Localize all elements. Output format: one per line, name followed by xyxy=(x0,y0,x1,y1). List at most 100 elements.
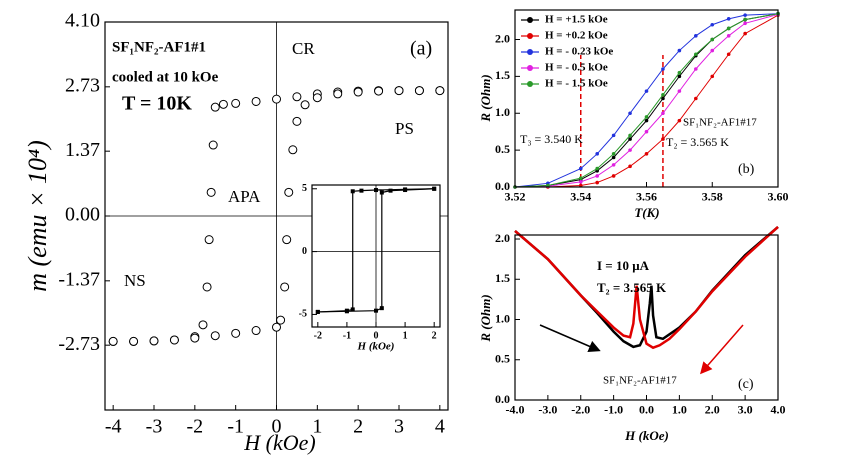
y-tick-label: 0.0 xyxy=(495,179,510,193)
data-point xyxy=(344,309,349,314)
data-point xyxy=(677,74,682,79)
data-point xyxy=(628,137,632,141)
series-line xyxy=(514,13,779,188)
data-point xyxy=(611,152,616,156)
x-tick-label: 1 xyxy=(403,330,408,341)
data-point xyxy=(350,307,355,312)
annotation: (a) xyxy=(410,38,432,60)
x-tick-label: 2 xyxy=(432,330,437,341)
data-point xyxy=(578,176,583,180)
annotation: T₂ = 3.565 K xyxy=(666,135,729,149)
x-tick-label: 3.56 xyxy=(636,190,657,204)
data-point xyxy=(300,100,310,110)
x-tick-label: 1 xyxy=(312,416,322,438)
data-point xyxy=(208,140,218,150)
data-point xyxy=(644,152,649,156)
plot-frame xyxy=(514,234,779,401)
data-point xyxy=(628,111,632,116)
annotation: cooled at 10 kOe xyxy=(112,69,219,85)
data-point xyxy=(677,70,682,75)
y-tick-label: 0.5 xyxy=(495,142,510,156)
data-point xyxy=(694,67,698,71)
x-tick-label: 3.58 xyxy=(702,190,723,204)
data-point xyxy=(694,52,698,57)
x-tick-label: 3.52 xyxy=(505,190,526,204)
data-point xyxy=(710,37,715,42)
x-tick-label: 3.54 xyxy=(570,190,591,204)
x-tick-label: -4.0 xyxy=(506,403,525,417)
plot-frame xyxy=(311,184,441,328)
data-point xyxy=(661,93,665,97)
data-point xyxy=(251,96,261,106)
y-tick-label: 0.5 xyxy=(495,352,510,366)
data-point xyxy=(284,187,294,197)
annotation: SF₁NF₂-AF1#17 xyxy=(683,117,757,129)
data-point xyxy=(743,13,747,17)
data-point xyxy=(644,89,649,93)
data-point xyxy=(644,118,649,123)
data-point xyxy=(726,26,731,31)
data-point xyxy=(206,187,216,197)
x-tick-label: -4 xyxy=(105,416,122,438)
x-tick-label: -2 xyxy=(314,330,322,341)
data-point xyxy=(251,326,261,336)
data-point xyxy=(388,188,393,193)
data-point xyxy=(710,22,715,27)
x-tick-label: 2 xyxy=(353,416,363,438)
data-point xyxy=(743,21,747,26)
data-point xyxy=(595,180,599,185)
data-point xyxy=(743,17,747,22)
y-axis-label: R (Ohm) xyxy=(478,74,493,122)
data-point xyxy=(611,133,616,138)
legend-marker xyxy=(527,65,533,71)
data-point xyxy=(292,116,302,126)
data-point xyxy=(661,111,665,116)
data-point xyxy=(644,129,649,134)
x-tick-label: -1.0 xyxy=(604,403,623,417)
series-line xyxy=(514,226,779,350)
data-point xyxy=(312,93,322,103)
data-point xyxy=(379,190,384,195)
annotation: SF₁NF₂-AF1#1 xyxy=(112,39,206,55)
data-point xyxy=(578,180,583,184)
data-point xyxy=(292,92,302,102)
data-point xyxy=(661,67,665,71)
data-point xyxy=(282,235,292,245)
data-point xyxy=(611,155,616,160)
x-tick-label: 1.0 xyxy=(672,403,687,417)
data-point xyxy=(578,166,583,171)
series-line xyxy=(317,188,435,313)
data-point xyxy=(108,336,118,346)
y-tick-label: 1.5 xyxy=(495,271,510,285)
series-line xyxy=(514,13,779,188)
x-axis-label: T(K) xyxy=(634,205,659,220)
data-point xyxy=(350,189,355,194)
data-point xyxy=(210,102,220,112)
legend-label: H = - 1.5 kOe xyxy=(545,78,608,90)
y-tick-label: 2.0 xyxy=(495,31,510,45)
data-point xyxy=(611,163,616,167)
x-tick-label: 3.0 xyxy=(738,403,753,417)
x-axis-label: H (kOe) xyxy=(624,428,669,443)
legend-label: H = +1.5 kOe xyxy=(545,14,608,26)
annotation: T₃ = 3.540 K xyxy=(520,132,583,146)
data-point xyxy=(315,309,320,314)
y-tick-label: 0.0 xyxy=(495,392,510,406)
data-point xyxy=(595,174,599,178)
plot-frame xyxy=(514,9,779,188)
x-tick-label: -1 xyxy=(343,330,351,341)
y-tick-label: 0.00 xyxy=(65,204,100,226)
y-tick-label: -5 xyxy=(299,309,307,320)
data-point xyxy=(129,336,139,346)
data-point xyxy=(611,174,616,178)
x-tick-label: 0.0 xyxy=(639,403,654,417)
data-point xyxy=(726,17,731,21)
data-point xyxy=(288,145,298,155)
data-point xyxy=(628,148,632,152)
legend-marker xyxy=(527,17,533,23)
x-tick-label: -3.0 xyxy=(538,403,557,417)
data-point xyxy=(628,164,632,169)
data-point xyxy=(644,115,649,119)
x-tick-label: 4 xyxy=(435,416,445,438)
data-point xyxy=(231,328,241,338)
